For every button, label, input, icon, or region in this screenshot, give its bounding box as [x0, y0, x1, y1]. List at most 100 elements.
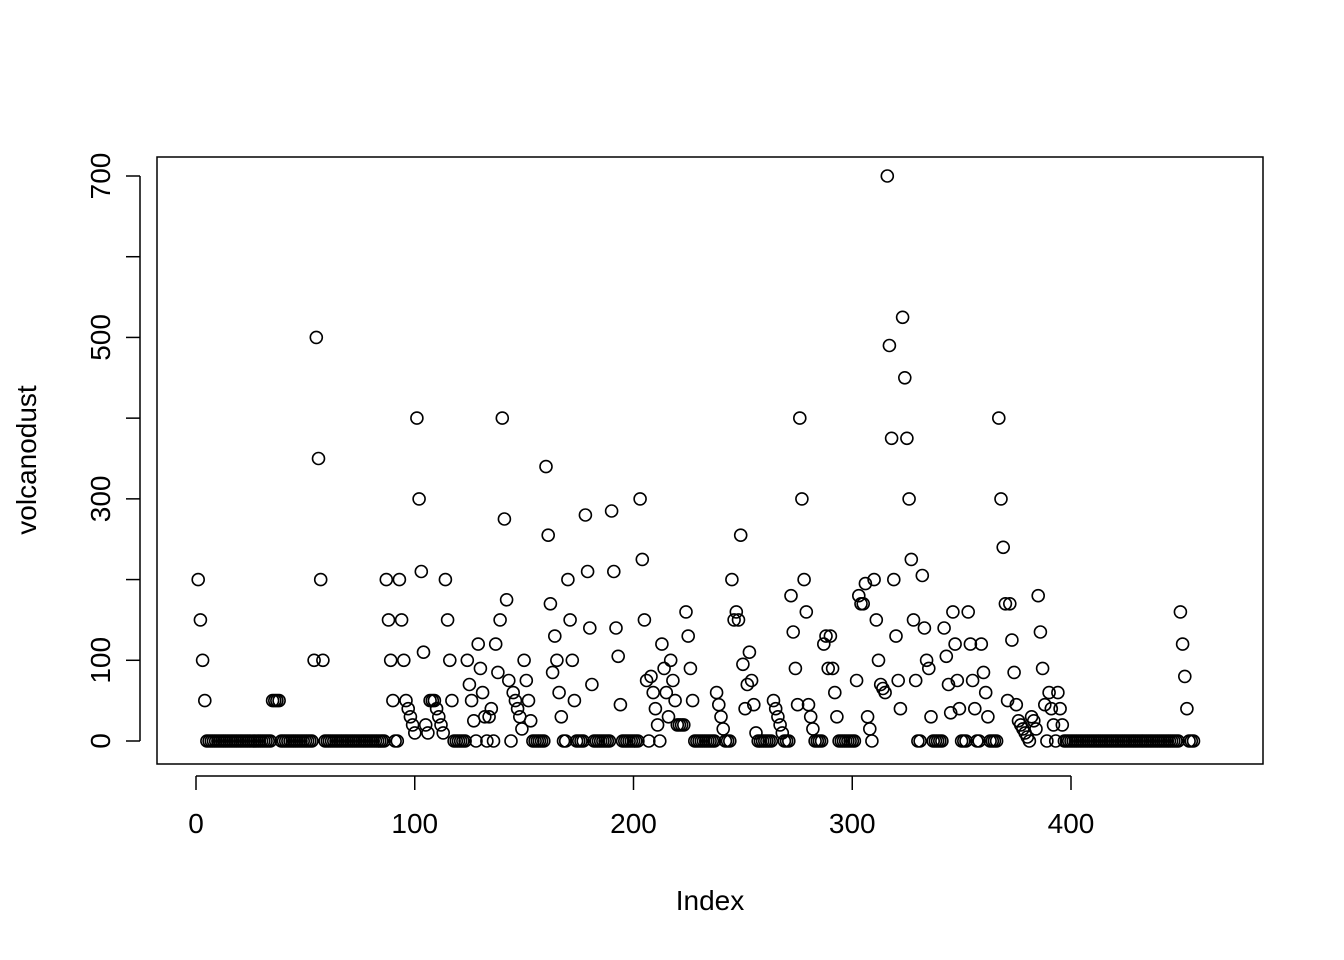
data-point	[858, 576, 873, 591]
data-point	[659, 685, 674, 700]
data-point	[917, 621, 932, 635]
data-point	[639, 673, 654, 688]
data-point	[1046, 718, 1061, 732]
data-point	[431, 709, 446, 724]
data-point	[563, 613, 577, 627]
data-point	[884, 431, 899, 446]
data-point	[316, 653, 330, 668]
data-point	[915, 568, 930, 583]
data-point	[1048, 734, 1063, 748]
data-point	[744, 673, 759, 688]
x-axis-label: Index	[676, 885, 745, 916]
data-point	[545, 665, 560, 680]
data-point	[959, 734, 973, 748]
y-tick-label: 700	[85, 153, 116, 200]
data-point	[867, 572, 881, 587]
data-point	[558, 734, 573, 748]
data-point	[943, 705, 958, 720]
data-point	[989, 734, 1004, 748]
data-point	[889, 629, 903, 643]
data-point	[1000, 693, 1015, 708]
data-point	[493, 613, 507, 627]
data-point	[952, 701, 967, 716]
data-point	[906, 613, 921, 627]
data-point	[536, 734, 551, 748]
data-point	[976, 665, 991, 680]
data-point	[386, 693, 400, 708]
data-point	[847, 734, 862, 748]
data-point	[825, 661, 840, 676]
x-tick-label: 200	[610, 808, 657, 839]
data-point	[193, 613, 208, 627]
data-point	[742, 645, 757, 660]
data-point	[561, 572, 575, 587]
data-point	[1044, 701, 1059, 716]
data-point	[475, 685, 490, 700]
data-point	[685, 693, 700, 708]
data-point	[565, 653, 580, 668]
data-point	[891, 673, 906, 688]
data-point	[764, 734, 779, 748]
data-point	[886, 572, 901, 587]
data-point	[491, 665, 505, 680]
data-point	[921, 661, 936, 676]
data-point	[195, 653, 210, 668]
data-point	[466, 713, 481, 728]
data-point	[646, 685, 661, 700]
data-point	[1040, 734, 1054, 748]
data-point	[1002, 596, 1017, 611]
x-tick-label: 400	[1048, 808, 1095, 839]
data-point	[519, 673, 534, 688]
data-point	[539, 459, 553, 474]
data-point	[738, 701, 752, 716]
data-point	[775, 726, 790, 740]
data-point	[523, 713, 538, 728]
data-point	[865, 734, 879, 748]
data-point	[781, 734, 796, 748]
plot-frame	[156, 156, 1264, 765]
y-tick-label: 300	[85, 475, 116, 522]
data-point	[771, 709, 785, 724]
data-point	[429, 701, 444, 716]
data-point	[377, 734, 391, 748]
data-point	[488, 637, 503, 651]
data-point	[1175, 637, 1190, 651]
data-point	[602, 734, 617, 748]
data-point	[657, 661, 671, 676]
data-point	[661, 709, 676, 724]
data-point	[191, 572, 205, 587]
data-point	[991, 411, 1006, 425]
data-point	[666, 673, 680, 688]
data-point	[1178, 669, 1192, 684]
data-point	[961, 605, 976, 619]
data-point	[972, 734, 986, 748]
data-point	[412, 492, 426, 506]
data-point	[471, 637, 486, 651]
data-point	[981, 709, 995, 724]
data-point	[869, 613, 884, 627]
data-point	[401, 701, 416, 716]
data-point	[501, 673, 516, 688]
data-point	[978, 685, 993, 700]
data-point	[919, 653, 934, 668]
data-point	[421, 726, 435, 740]
data-point	[1031, 588, 1045, 603]
data-point	[1186, 734, 1201, 748]
data-point	[950, 673, 965, 688]
data-point	[895, 310, 910, 325]
data-point	[736, 657, 750, 672]
data-point	[652, 734, 667, 748]
data-point	[392, 572, 407, 587]
data-point	[650, 718, 665, 732]
data-point	[731, 613, 746, 627]
data-point	[716, 722, 731, 736]
data-point	[998, 596, 1013, 611]
data-point	[396, 653, 411, 668]
data-point	[442, 653, 457, 668]
data-point	[882, 338, 897, 353]
data-point	[484, 701, 499, 716]
data-point	[427, 693, 442, 708]
data-point	[567, 693, 582, 708]
data-point	[893, 701, 908, 716]
data-point	[676, 718, 691, 732]
